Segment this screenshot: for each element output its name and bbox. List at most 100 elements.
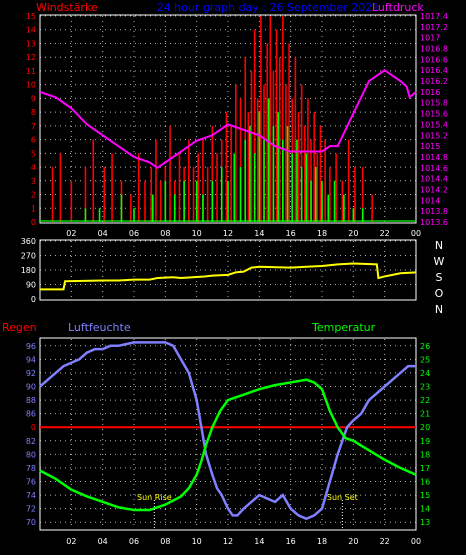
sunrise-label: Sun Rise (137, 493, 172, 502)
time-tick-label: 20 (348, 537, 358, 546)
pressure-tick-label: 1014.6 (420, 164, 448, 173)
pressure-line (39, 68, 417, 170)
direction-tick-label: 90 (26, 281, 36, 290)
regen-label: Regen (2, 321, 37, 334)
pressure-tick-label: 1016.8 (420, 45, 448, 54)
time-tick-label: 10 (192, 537, 202, 546)
direction-label-n-top: N (435, 239, 443, 252)
wind-direction-line (40, 262, 417, 291)
humidity-tick-label: 88 (26, 396, 36, 405)
pressure-tick-label: 1013.6 (420, 218, 448, 227)
wind-tick-label: 1 (31, 204, 36, 213)
wind-tick-label: 4 (31, 163, 36, 172)
pressure-tick-label: 1015.8 (420, 99, 448, 108)
humidity-tick-label: 78 (26, 464, 36, 473)
temperature-tick-label: 17 (420, 464, 430, 473)
temperature-tick-label: 22 (420, 396, 430, 405)
wind-direction-series (40, 262, 417, 291)
time-tick-label: 00 (411, 537, 421, 546)
humidity-series (39, 341, 416, 521)
temperature-line (39, 378, 417, 512)
time-tick-label: 16 (286, 537, 296, 546)
wind-tick-label: 3 (31, 177, 36, 186)
wind-average-bars (40, 98, 416, 222)
humidity-tick-label: 80 (26, 450, 36, 459)
pressure-tick-label: 1016 (420, 88, 440, 97)
humidity-tick-label: 96 (26, 342, 36, 351)
pressure-tick-label: 1015.2 (420, 131, 448, 140)
pressure-tick-label: 1013.8 (420, 207, 448, 216)
humidity-tick-label: 76 (26, 478, 36, 487)
temperature-tick-label: 26 (420, 342, 430, 351)
temperature-tick-label: 16 (420, 478, 430, 487)
time-tick-label: 14 (254, 229, 264, 238)
temperature-tick-label: 19 (420, 437, 430, 446)
temperature-tick-label: 23 (420, 383, 430, 392)
direction-label-n-bottom: N (435, 303, 443, 316)
time-tick-label: 06 (129, 229, 139, 238)
wind-tick-label: 7 (31, 122, 36, 131)
luftdruck-label: Luftdruck (372, 1, 424, 14)
wind-pressure-axes: 01234567891011121314151013.61013.8101410… (26, 12, 448, 238)
humidity-tick-label: 70 (26, 518, 36, 527)
direction-tick-label: 270 (21, 252, 36, 261)
pressure-tick-label: 1014 (420, 196, 440, 205)
time-tick-label: 02 (66, 229, 76, 238)
time-tick-label: 12 (223, 229, 233, 238)
windstaerke-label: Windstärke (36, 1, 98, 14)
wind-tick-label: 14 (26, 26, 36, 35)
pressure-tick-label: 1014.2 (420, 185, 448, 194)
pressure-tick-label: 1016.6 (420, 55, 448, 64)
direction-label-o: O (435, 287, 444, 300)
time-tick-label: 18 (317, 537, 327, 546)
temperature-tick-label: 14 (420, 505, 430, 514)
pressure-tick-label: 1015.6 (420, 110, 448, 119)
time-tick-label: 20 (348, 229, 358, 238)
wind-direction-axes: 0 90 180 270 360 (21, 237, 36, 304)
pressure-tick-label: 1017.2 (420, 23, 448, 32)
direction-tick-label: 360 (21, 237, 36, 246)
pressure-tick-label: 1015.4 (420, 120, 448, 129)
wind-tick-label: 15 (26, 12, 36, 21)
wind-tick-label: 5 (31, 149, 36, 158)
temperature-tick-label: 25 (420, 355, 430, 364)
direction-tick-label: 180 (21, 266, 36, 275)
time-tick-label: 00 (411, 229, 421, 238)
pressure-tick-label: 1016.2 (420, 77, 448, 86)
direction-label-s: S (436, 271, 443, 284)
time-tick-label: 14 (254, 537, 264, 546)
time-tick-label: 04 (98, 537, 108, 546)
temperature-tick-label: 15 (420, 491, 430, 500)
time-tick-label: 22 (380, 537, 390, 546)
wind-tick-label: 11 (26, 67, 36, 76)
wind-tick-label: 2 (31, 191, 36, 200)
time-tick-label: 06 (129, 537, 139, 546)
chart-title: 24 hour graph day : 26 September 2021 (157, 1, 380, 14)
temperature-tick-label: 13 (420, 518, 430, 527)
pressure-tick-label: 1014.4 (420, 175, 448, 184)
time-tick-label: 02 (66, 537, 76, 546)
temperature-series (39, 378, 417, 512)
humidity-line (39, 341, 416, 521)
wind-tick-label: 12 (26, 53, 36, 62)
humidity-temperature-axes: 0 70 72 74 76 78 80 82 86 88 90 92 94 96 13 14 15 16 17 18 1… (26, 342, 430, 546)
pressure-tick-label: 1016.4 (420, 66, 448, 75)
humidity-tick-label: 86 (26, 410, 36, 419)
temperature-tick-label: 21 (420, 410, 430, 419)
pressure-series (39, 68, 417, 170)
time-tick-label: 16 (286, 229, 296, 238)
wind-tick-label: 6 (31, 136, 36, 145)
pressure-tick-label: 1017 (420, 34, 440, 43)
time-tick-label: 12 (223, 537, 233, 546)
wind-direction-grid (40, 240, 417, 299)
temperature-tick-label: 20 (420, 423, 430, 432)
humidity-tick-label: 72 (26, 505, 36, 514)
luftfeuchte-label: Luftfeuchte (68, 321, 131, 334)
pressure-tick-label: 1017.4 (420, 12, 448, 21)
direction-tick-label: 0 (31, 295, 36, 304)
sunset-label: Sun Set (327, 493, 358, 502)
time-tick-label: 10 (192, 229, 202, 238)
temperatur-label: Temperatur (311, 321, 376, 334)
pressure-tick-label: 1015 (420, 142, 440, 151)
